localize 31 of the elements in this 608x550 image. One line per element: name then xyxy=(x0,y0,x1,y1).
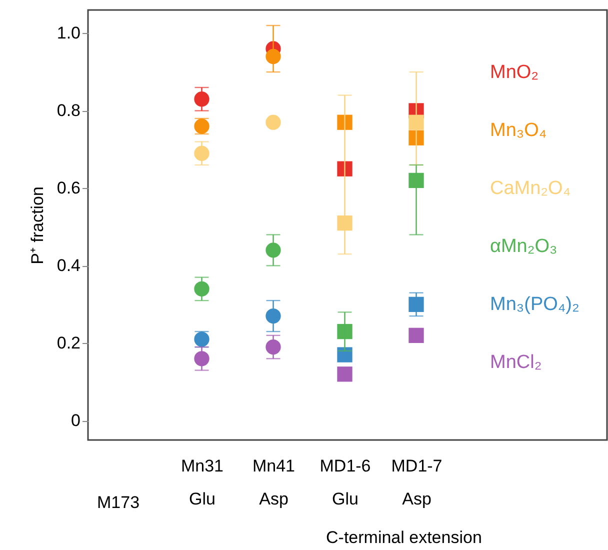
text: αMn₂O₃ xyxy=(490,236,558,257)
point xyxy=(408,296,424,312)
point xyxy=(266,114,281,130)
text: Mn₃O₄ xyxy=(490,120,547,141)
text: MnCl₂ xyxy=(490,352,542,373)
x-tick-label: Mn31 Glu xyxy=(180,456,224,508)
point xyxy=(337,366,352,382)
x-tick-label: MD1-7 Asp xyxy=(391,456,442,508)
point xyxy=(337,114,352,130)
y-tick-label: 0.6 xyxy=(56,178,80,198)
y-tick-label: 0.4 xyxy=(56,256,80,276)
x-tick-label: MD1-6 Glu xyxy=(320,456,371,508)
point xyxy=(408,172,424,188)
y-tick-label: 0.8 xyxy=(56,101,80,120)
point xyxy=(408,130,424,146)
text: MnO₂ xyxy=(490,62,539,83)
y-tick-label: 0 xyxy=(71,411,80,430)
text: C-terminal extension xyxy=(326,528,482,547)
text: M173 xyxy=(97,493,140,512)
y-axis-title: P⁺ fraction xyxy=(28,186,47,264)
y-tick-label: 0.2 xyxy=(56,334,80,353)
point xyxy=(408,114,424,130)
point xyxy=(337,161,352,176)
x-tick-label: Mn41 Asp xyxy=(252,456,296,508)
point xyxy=(337,324,352,340)
point xyxy=(408,328,424,343)
y-tick-label: 1.0 xyxy=(56,24,80,43)
text: Mn₃(PO₄)₂ xyxy=(490,294,580,315)
text: CaMn₂O₄ xyxy=(490,178,571,199)
point xyxy=(337,215,352,231)
point xyxy=(337,347,352,362)
